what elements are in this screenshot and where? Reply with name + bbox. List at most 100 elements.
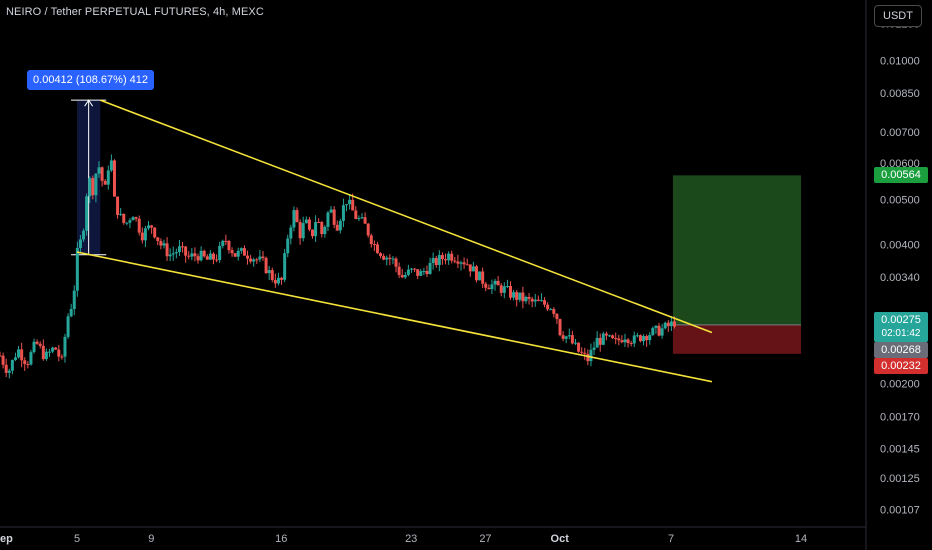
candle-body xyxy=(456,261,460,264)
candle-body xyxy=(570,335,574,344)
candle-body xyxy=(478,271,482,281)
candle-body xyxy=(580,351,584,353)
candle-body xyxy=(137,218,141,233)
time-tick-label: 5 xyxy=(74,533,80,545)
price-tick-label: 0.00170 xyxy=(880,411,920,423)
candle-body xyxy=(379,253,383,256)
candle-body xyxy=(518,292,522,300)
candle-body xyxy=(264,257,268,274)
candle-body xyxy=(363,217,367,224)
candle-body xyxy=(527,296,531,299)
candle-body xyxy=(150,225,154,228)
candle-body xyxy=(239,248,243,251)
candle-body xyxy=(450,253,454,261)
candle-body xyxy=(258,256,262,260)
candle-body xyxy=(351,199,355,211)
candle-body xyxy=(425,271,429,275)
candle-body xyxy=(97,167,101,174)
candle-body xyxy=(17,349,21,358)
price-tick-label: 0.00125 xyxy=(880,473,920,485)
candle-body xyxy=(94,173,98,196)
candle-body xyxy=(233,253,237,257)
candle-body xyxy=(298,221,302,239)
candle-body xyxy=(388,257,392,259)
candle-body xyxy=(481,271,485,284)
candle-body xyxy=(41,345,45,360)
candle-body xyxy=(394,258,398,267)
price-tick-label: 0.00107 xyxy=(880,504,920,516)
candle-body xyxy=(409,268,413,270)
stop-zone xyxy=(672,324,802,354)
candle-body xyxy=(620,340,624,343)
candle-body xyxy=(78,239,82,249)
price-tick-label: 0.00145 xyxy=(880,443,920,455)
candle-body xyxy=(406,269,410,275)
candle-body xyxy=(128,220,132,223)
candle-body xyxy=(140,232,144,241)
candle-body xyxy=(493,280,497,285)
candle-body xyxy=(672,321,676,327)
candle-body xyxy=(512,292,516,298)
candle-body xyxy=(459,262,463,264)
candle-body xyxy=(184,246,188,256)
candle-body xyxy=(289,227,293,239)
candle-body xyxy=(35,341,39,344)
candle-body xyxy=(564,336,568,339)
candle-body xyxy=(638,335,642,342)
target-price-tag: 0.00564 xyxy=(874,167,928,184)
candle-body xyxy=(147,225,151,229)
current-price-tag: 0.00275 02:01:42 xyxy=(874,311,928,342)
candle-body xyxy=(539,300,543,302)
candle-body xyxy=(153,227,157,238)
candle-body xyxy=(119,213,123,215)
candle-body xyxy=(205,256,209,260)
candle-body xyxy=(270,270,274,280)
candle-body xyxy=(558,319,562,336)
measure-arrow-head xyxy=(84,99,94,107)
candle-body xyxy=(286,238,290,254)
candle-body xyxy=(431,258,435,263)
candle-body xyxy=(187,255,191,257)
candle-body xyxy=(32,341,36,353)
candle-body xyxy=(181,246,185,248)
candle-body xyxy=(595,337,599,348)
time-tick-label: Oct xyxy=(551,533,570,545)
candle-body xyxy=(307,219,311,230)
candle-body xyxy=(654,325,658,328)
candle-body xyxy=(669,321,673,327)
candle-body xyxy=(26,364,30,366)
candle-body xyxy=(437,255,441,266)
candle-body xyxy=(499,285,503,293)
candle-body xyxy=(604,333,608,336)
time-tick-label: 23 xyxy=(405,533,417,545)
candle-body xyxy=(586,353,590,362)
currency-selector[interactable]: USDT xyxy=(874,5,922,27)
candle-body xyxy=(663,322,667,329)
candle-body xyxy=(51,347,55,352)
candle-body xyxy=(403,274,407,278)
candle-body xyxy=(648,334,652,341)
candle-body xyxy=(242,248,246,256)
candle-body xyxy=(165,243,169,257)
candle-body xyxy=(666,322,670,327)
candle-body xyxy=(552,309,556,314)
candle-body xyxy=(63,336,67,357)
candle-body xyxy=(505,286,509,288)
candle-body xyxy=(177,246,181,253)
candle-body xyxy=(208,253,212,260)
candle-body xyxy=(100,167,104,181)
candle-body xyxy=(391,258,395,260)
candle-body xyxy=(434,258,438,266)
candle-body xyxy=(283,253,287,280)
countdown-timer: 02:01:42 xyxy=(881,327,921,339)
candle-body xyxy=(48,351,52,353)
trendline-upper xyxy=(99,99,713,334)
candle-body xyxy=(304,219,308,224)
candle-body xyxy=(116,196,120,215)
time-tick-label: Sep xyxy=(0,533,13,545)
candle-body xyxy=(611,335,615,339)
candle-body xyxy=(103,180,107,185)
candle-body xyxy=(106,170,110,185)
candle-body xyxy=(357,218,361,220)
